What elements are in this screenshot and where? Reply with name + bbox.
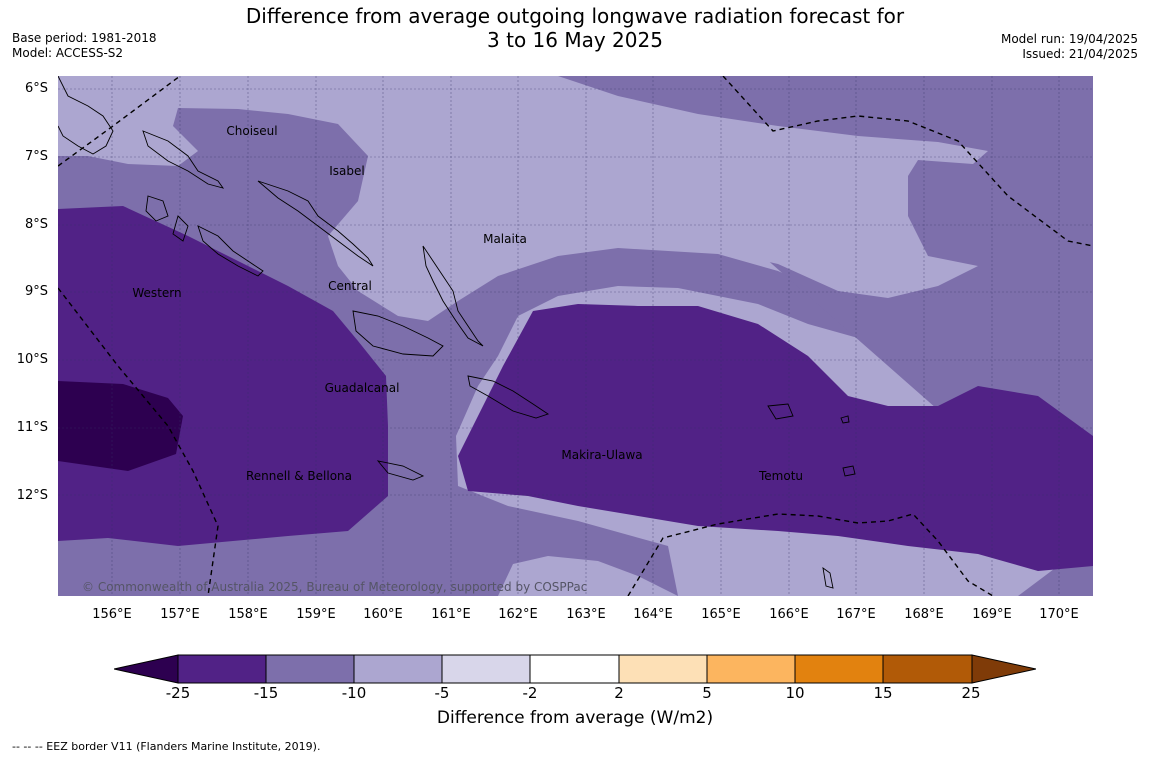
region-label-guadalcanal: Guadalcanal [324,381,400,395]
colorbar-tick-label: -25 [165,684,191,702]
lon-label: 162°E [498,607,538,622]
chart-title: Difference from average outgoing longwav… [0,4,1150,52]
lat-label: 11°S [16,420,48,435]
anomaly-band-light-south [498,556,678,596]
issued-date: Issued: 21/04/2025 [1022,47,1138,61]
model-run-date: Model run: 19/04/2025 [1000,32,1138,46]
run-info: Model run: 19/04/2025 Issued: 21/04/2025 [1001,32,1138,62]
map-svg [58,76,1093,596]
lat-label: 12°S [16,488,48,503]
lon-label: 156°E [92,607,132,622]
copyright-notice: © Commonwealth of Australia 2025, Bureau… [82,580,588,594]
region-label-rennell-bellona: Rennell & Bellona [245,469,353,483]
lon-label: 161°E [431,607,471,622]
region-label-malaita: Malaita [483,232,527,246]
lon-label: 159°E [296,607,336,622]
lon-label: 163°E [566,607,606,622]
lon-label: 157°E [160,607,200,622]
coastlines [58,76,856,589]
colorbar-tick-label: 15 [873,684,893,702]
colorbar-tick-label: 25 [961,684,981,702]
region-label-western: Western [132,286,182,300]
colorbar-extend-low [113,654,179,684]
region-label-isabel: Isabel [329,164,365,178]
colorbar-segment [882,654,973,684]
colorbar-tick-label: 5 [702,684,712,702]
lon-label: 167°E [836,607,876,622]
region-label-choiseul: Choiseul [226,124,278,138]
region-label-central: Central [328,279,372,293]
anomaly-band-medium-northeast [558,76,1093,596]
lat-label: 7°S [24,149,48,164]
colorbar-title: Difference from average (W/m2) [436,708,714,728]
lon-label: 165°E [701,607,741,622]
colorbar-svg [113,654,1037,684]
lon-label: 170°E [1039,607,1079,622]
colorbar-segment [441,654,531,684]
colorbar-tick-label: -10 [341,684,367,702]
colorbar-segment [618,654,708,684]
eez-border [58,76,1093,596]
colorbar-tick-label: -2 [522,684,538,702]
colorbar-segment [529,654,620,684]
lon-label: 164°E [633,607,673,622]
lon-label: 166°E [769,607,809,622]
title-line-2: 3 to 16 May 2025 [487,28,663,52]
colorbar-segment [353,654,443,684]
lat-label: 8°S [24,217,48,232]
lat-label: 10°S [16,352,48,367]
colorbar-segment [794,654,884,684]
model-info: Base period: 1981-2018 Model: ACCESS-S2 [12,31,157,61]
colorbar-tick-label: -15 [253,684,279,702]
colorbar-tick-label: 10 [785,684,805,702]
map-panel[interactable] [58,76,1093,596]
region-label-makira-ulawa: Makira-Ulawa [561,448,643,462]
colorbar [113,654,1037,684]
anomaly-band-light-north [238,76,988,304]
lat-label: 6°S [24,81,48,96]
colorbar-segment [706,654,796,684]
colorbar-segment [177,654,267,684]
colorbar-extend-high [971,654,1037,684]
lon-label: 169°E [972,607,1012,622]
lon-label: 168°E [904,607,944,622]
model-name: Model: ACCESS-S2 [12,46,124,60]
base-period: Base period: 1981-2018 [12,31,157,45]
colorbar-tick-label: 2 [614,684,624,702]
region-label-temotu: Temotu [758,469,804,483]
colorbar-tick-label: -5 [434,684,450,702]
graticule [58,76,1093,596]
lat-label: 9°S [24,284,48,299]
lon-label: 160°E [363,607,403,622]
colorbar-segment [265,654,355,684]
anomaly-band-dark-east [458,304,1093,571]
title-line-1: Difference from average outgoing longwav… [245,4,905,28]
anomaly-band-darkest [58,381,183,471]
eez-footnote: -- -- -- EEZ border V11 (Flanders Marine… [12,740,321,753]
lon-label: 158°E [228,607,268,622]
